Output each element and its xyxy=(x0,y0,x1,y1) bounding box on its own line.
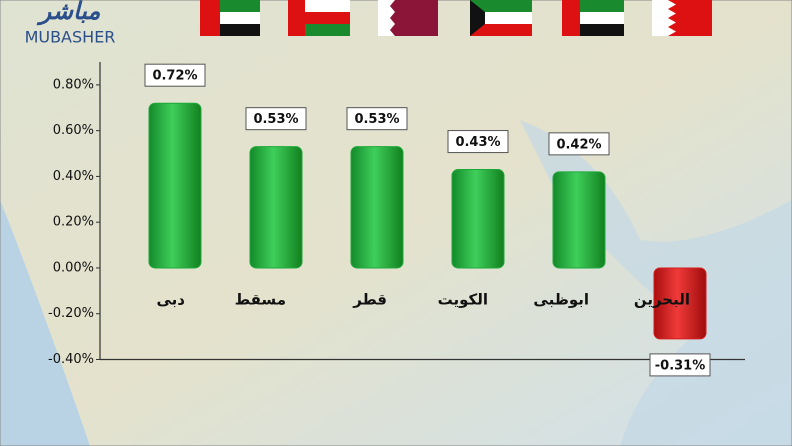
value-label: 0.53% xyxy=(354,112,399,127)
label-box xyxy=(144,63,206,87)
y-tick-label: 0.80% xyxy=(53,77,94,92)
label-box xyxy=(649,353,711,377)
logo-latin: MUBASHER xyxy=(25,28,116,47)
flag xyxy=(470,0,532,36)
x-tick-label: دبى xyxy=(156,291,185,309)
value-label: 0.42% xyxy=(556,137,601,152)
bar xyxy=(451,169,505,269)
x-tick-label: قطر xyxy=(352,291,387,309)
x-tick-label: ابوظبى xyxy=(533,291,589,309)
value-label: 0.43% xyxy=(455,135,500,150)
x-tick-label: الكويت xyxy=(438,291,488,309)
bar xyxy=(350,146,404,269)
flags xyxy=(200,0,712,36)
x-tick-label: البحرين xyxy=(634,291,690,309)
flag xyxy=(200,0,260,36)
y-tick-label: 0.60% xyxy=(53,123,94,138)
y-tick-label: -0.40% xyxy=(48,352,94,367)
y-tick-label: 0.20% xyxy=(53,215,94,230)
flag xyxy=(562,0,624,36)
bar xyxy=(249,146,303,269)
sea xyxy=(0,200,90,446)
bar xyxy=(653,267,707,340)
y-tick-label: 0.40% xyxy=(53,169,94,184)
flag xyxy=(652,0,712,36)
label-box xyxy=(447,130,509,154)
value-label: 0.53% xyxy=(253,112,298,127)
label-box xyxy=(548,132,610,156)
value-label: -0.31% xyxy=(655,358,706,373)
label-box xyxy=(346,107,408,131)
logo-arabic: مباشر xyxy=(36,0,101,26)
label-box xyxy=(245,107,307,131)
flag xyxy=(378,0,438,36)
bar xyxy=(148,102,202,269)
x-tick-label: مسقط xyxy=(235,291,286,309)
flag xyxy=(288,0,350,36)
y-tick-label: 0.00% xyxy=(53,260,94,275)
y-tick-label: -0.20% xyxy=(48,306,94,321)
value-label: 0.72% xyxy=(152,69,197,84)
bar xyxy=(552,171,606,269)
